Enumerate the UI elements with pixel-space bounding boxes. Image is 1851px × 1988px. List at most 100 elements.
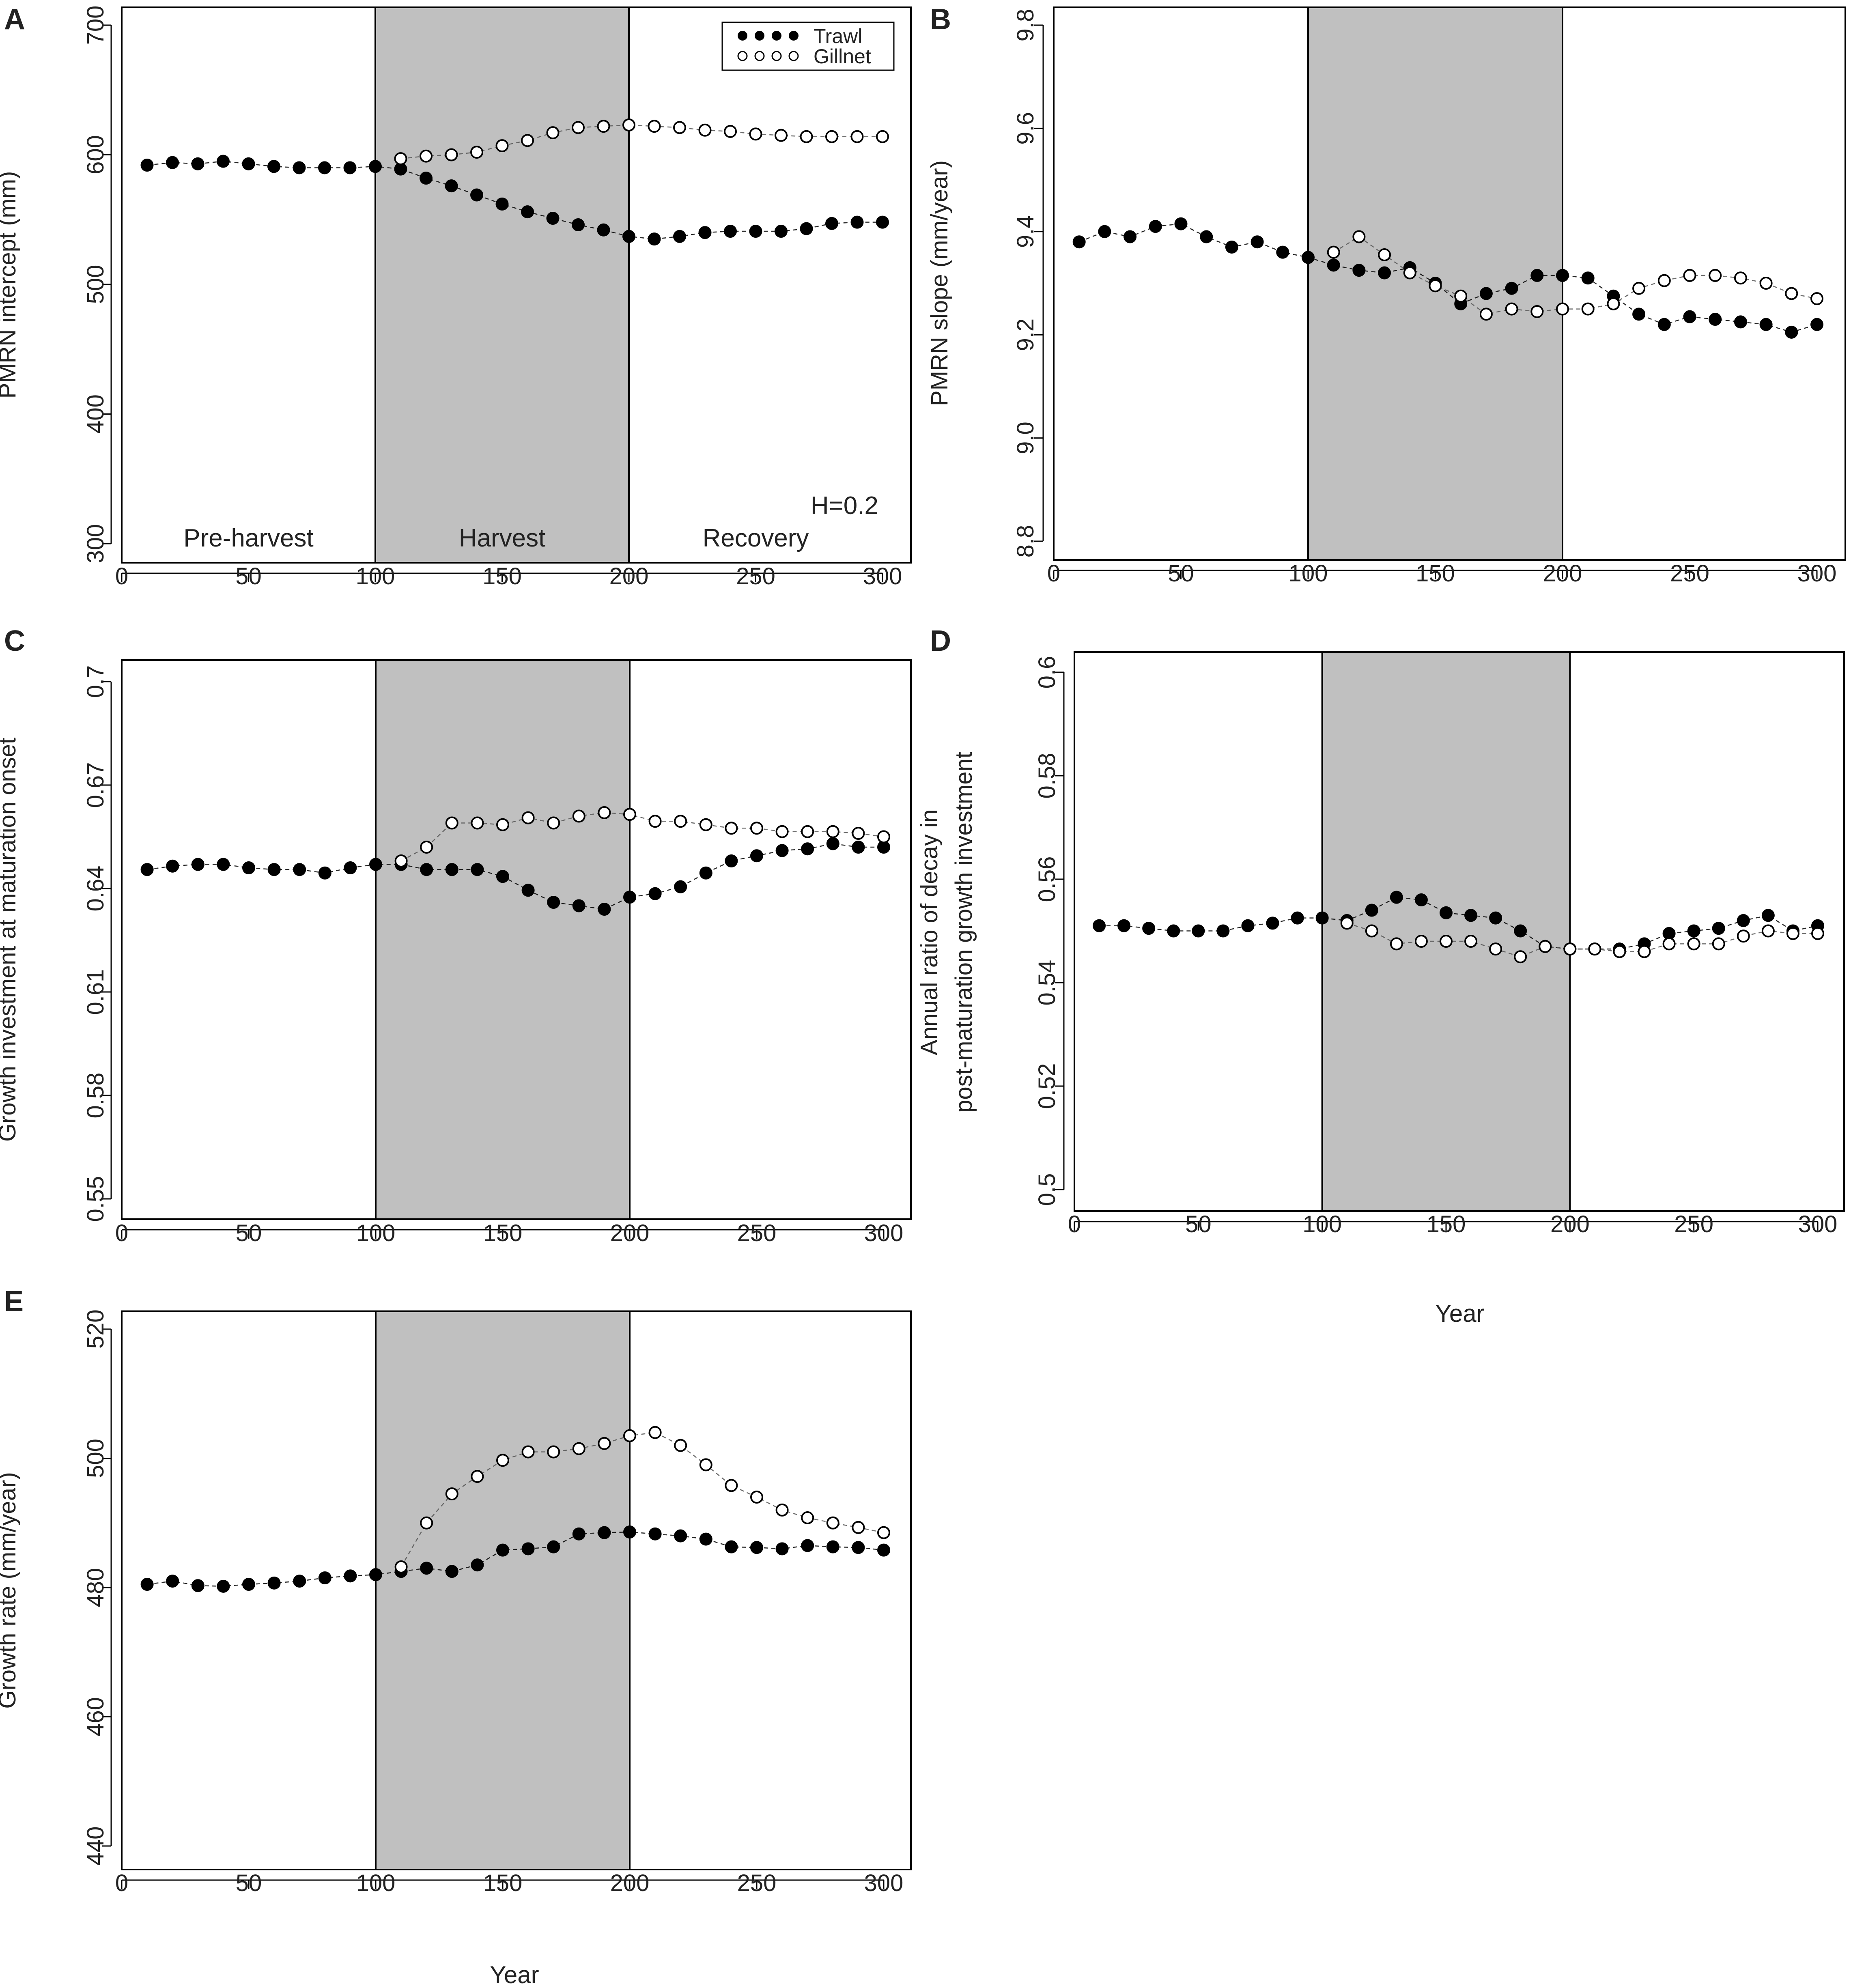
- panel-d-gillnet-point: [1414, 935, 1428, 948]
- panel-a-trawl-point: [470, 188, 483, 202]
- panel-e-x-tick-label: 300: [864, 1870, 904, 1896]
- panel-c-trawl-point: [318, 866, 331, 880]
- panel-b: 0 50 100 150 200 250 300 8.8 9.0 9.2 9.4 9.6 9.8 B PMR…: [926, 3, 1846, 587]
- panel-d-gillnet-point: [1340, 917, 1354, 930]
- panel-a-trawl-point: [191, 157, 204, 170]
- panel-d-trawl-point: [1737, 914, 1750, 927]
- panel-c-x-tick-label: 100: [356, 1220, 396, 1246]
- panel-a-trawl-point: [420, 172, 433, 185]
- panel-e-harvest-band: [376, 1311, 630, 1870]
- panel-b-gillnet-point: [1759, 277, 1773, 290]
- panel-a-phase-label: Recovery: [703, 524, 809, 552]
- panel-c-gillnet-point: [598, 806, 611, 819]
- panel-e: 0 50 100 150 200 250 300 440 460 480 500 520 E Growth…: [0, 1285, 912, 1896]
- panel-c: 0 50 100 150 200 250 300 0.55 0.58 0.61 0.64 0.67 0.…: [0, 625, 912, 1246]
- panel-b-trawl-point: [1505, 282, 1518, 295]
- panel-b-gillnet-point: [1530, 305, 1544, 318]
- panel-e-trawl-point: [293, 1575, 306, 1588]
- panel-c-gillnet-point: [496, 818, 509, 831]
- panel-c-trawl-point: [140, 863, 154, 876]
- panel-a-trawl-point: [369, 160, 382, 173]
- panel-c-trawl-point: [648, 887, 662, 900]
- panel-b-trawl-point: [1251, 235, 1264, 249]
- panel-b-x-tick-label: 50: [1168, 560, 1194, 587]
- panel-e-gillnet-point: [547, 1445, 560, 1459]
- panel-c-trawl-point: [344, 861, 357, 874]
- panel-e-trawl-point: [496, 1543, 509, 1557]
- panel-e-frame: [121, 1310, 912, 1870]
- legend-trawl-marker: [755, 31, 764, 41]
- panel-a-trawl-point: [445, 179, 458, 193]
- panel-b-y-tick-label: 9.2: [1012, 318, 1039, 351]
- panel-b-gillnet-point: [1429, 279, 1442, 293]
- panel-c-ylabel: Growth investment at maturation onset: [0, 738, 21, 1142]
- panel-d-trawl-point: [1315, 911, 1329, 925]
- panel-d-ylabel: post-maturation growth investment: [951, 752, 977, 1113]
- legend-gillnet-marker: [737, 51, 748, 61]
- panel-a-x-tick-label: 0: [115, 563, 128, 590]
- panel-d-trawl-point: [1291, 911, 1304, 925]
- panel-e-trawl-point: [648, 1527, 662, 1540]
- panel-a-gillnet-point: [850, 130, 864, 143]
- panel-d-gillnet-point: [1811, 927, 1824, 940]
- panel-e-trawl-point: [826, 1540, 839, 1553]
- panel-d-gillnet-point: [1662, 937, 1676, 951]
- panel-e-letter: E: [4, 1285, 24, 1318]
- panel-a-gillnet-point: [825, 130, 838, 143]
- panel-b-trawl-point: [1632, 308, 1646, 321]
- panel-d-gillnet-point: [1786, 927, 1799, 940]
- panel-b-trawl-point: [1709, 313, 1722, 326]
- panel-b-trawl-point: [1352, 264, 1366, 277]
- panel-b-letter: B: [930, 3, 951, 36]
- panel-c-trawl-point: [699, 866, 712, 880]
- panel-d-trawl-point: [1514, 924, 1527, 938]
- panel-c-trawl-point: [852, 841, 865, 854]
- panel-c-gillnet-point: [674, 815, 687, 828]
- panel-a-gillnet-point: [648, 120, 661, 133]
- panel-d-gillnet-point: [1390, 937, 1403, 951]
- panel-c-letter: C: [4, 625, 25, 657]
- panel-a-trawl-point: [495, 197, 509, 211]
- panel-b-ylabel: PMRN slope (mm/year): [926, 160, 953, 406]
- panel-c-x-tick-label: 150: [483, 1220, 523, 1246]
- panel-d-y-tick-label: 0.5: [1034, 1173, 1060, 1206]
- panel-c-gillnet-point: [394, 854, 408, 867]
- panel-c-trawl-point: [293, 863, 306, 876]
- panel-e-trawl-point: [674, 1529, 687, 1543]
- panel-e-x-tick-label: 0: [115, 1870, 128, 1896]
- panel-a-x-tick-label: 50: [235, 563, 262, 590]
- panel-a-trawl-point: [648, 232, 661, 246]
- panel-e-trawl-point: [852, 1541, 865, 1554]
- panel-c-trawl-point: [775, 844, 789, 857]
- panel-a-trawl-point: [673, 230, 686, 243]
- panel-a-gillnet-point: [622, 118, 635, 132]
- panel-c-gillnet-point: [725, 822, 738, 835]
- panel-b-gillnet-point: [1607, 297, 1620, 310]
- panel-e-gillnet-point: [877, 1526, 890, 1539]
- panel-b-frame: [1053, 6, 1846, 561]
- panel-d-ylabel: Annual ratio of decay in: [916, 809, 943, 1055]
- legend-trawl-marker: [789, 31, 799, 41]
- panel-a-phase-label: Harvest: [459, 524, 546, 552]
- panel-c-trawl-point: [826, 837, 839, 850]
- panel-a-trawl-point: [217, 155, 230, 168]
- panel-e-trawl-point: [598, 1526, 611, 1539]
- panel-e-trawl-point: [801, 1539, 814, 1552]
- panel-a-trawl-point: [800, 222, 813, 235]
- panel-a-trawl-point: [850, 215, 864, 229]
- panel-c-trawl-point: [572, 899, 585, 912]
- panel-a-x-tick-label: 200: [609, 563, 649, 590]
- panel-c-gillnet-point: [852, 827, 865, 840]
- panel-a-gillnet-point: [876, 130, 889, 143]
- panel-b-gillnet-point: [1378, 248, 1391, 262]
- panel-b-gillnet-point: [1683, 269, 1696, 282]
- panel-b-gillnet-point: [1556, 302, 1569, 316]
- panel-c-trawl-point: [166, 859, 179, 873]
- panel-d-gillnet-point: [1712, 937, 1725, 951]
- panel-a-y-tick-label: 400: [82, 394, 109, 434]
- panel-d-trawl-point: [1192, 924, 1205, 938]
- legend-gillnet-marker: [754, 51, 765, 61]
- panel-b-gillnet-point: [1403, 266, 1416, 280]
- panel-e-trawl-point: [420, 1562, 433, 1575]
- panel-a-trawl-point: [242, 157, 255, 170]
